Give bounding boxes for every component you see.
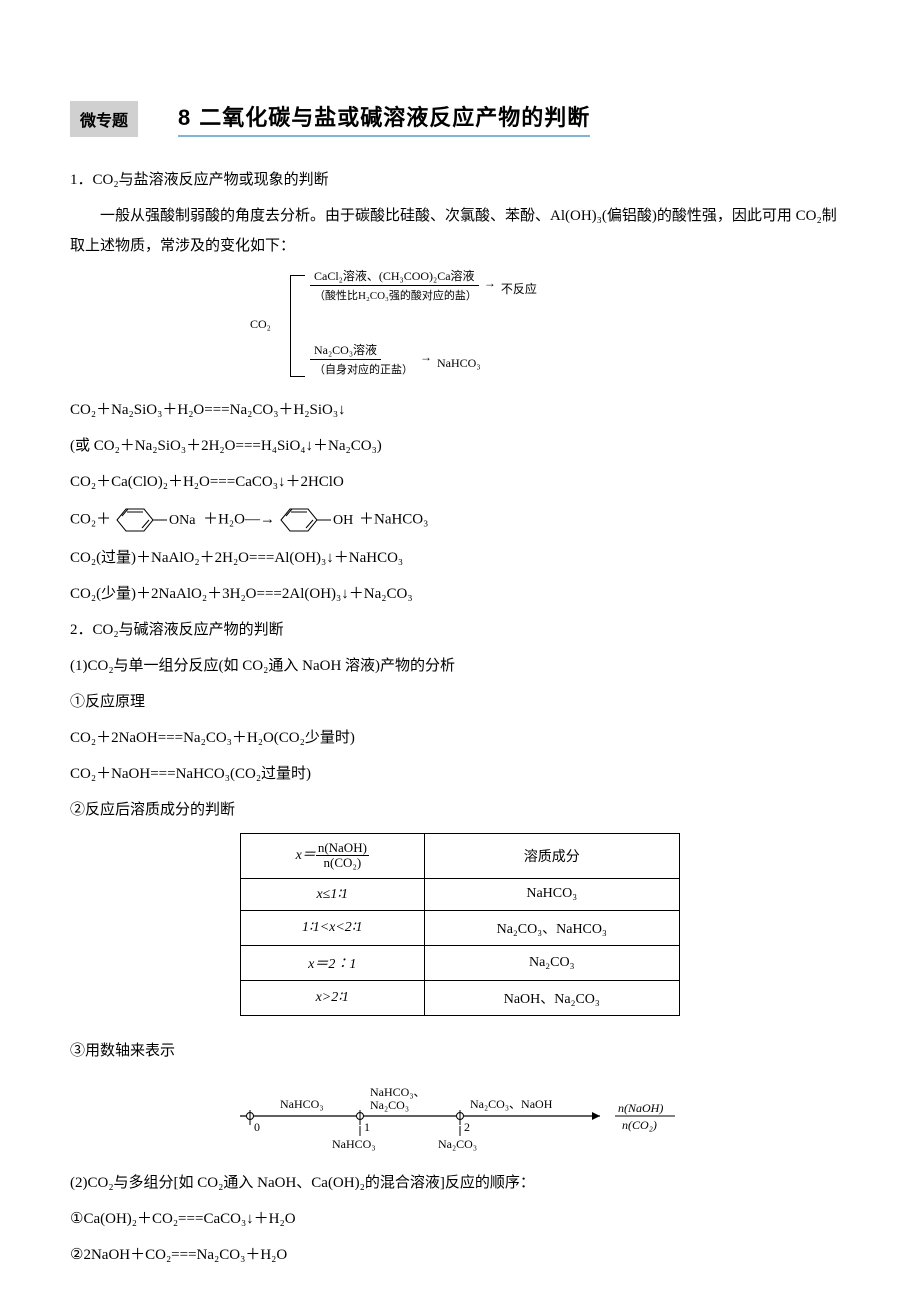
- section2-heading: 2．CO₂与碱溶液反应产物的判断: [70, 615, 850, 645]
- eq-part: CO₂＋: [70, 511, 111, 527]
- solute-table: x＝n(NaOH)n(CO₂) 溶质成分 x≤1∶1 NaHCO₃ 1∶1<x<…: [240, 833, 680, 1016]
- svg-text:NaHCO₃: NaHCO₃: [280, 1097, 324, 1111]
- branch-top-reagent: CaCl₂溶液、(CH₃COO)₂Ca溶液: [310, 267, 479, 286]
- frac-den: n(CO₂): [316, 856, 369, 870]
- title-text: 二氧化碳与盐或碱溶液反应产物的判断: [199, 105, 590, 130]
- equation: ②2NaOH＋CO₂===Na₂CO₃＋H₂O: [70, 1240, 850, 1270]
- frac-num: n(NaOH): [316, 841, 369, 856]
- section1-intro: 一般从强酸制弱酸的角度去分析。由于碳酸比硅酸、次氯酸、苯酚、Al(OH)₃(偏铝…: [70, 201, 850, 261]
- co2-branch-diagram: CO₂ CaCl₂溶液、(CH₃COO)₂Ca溶液 （酸性比H₂CO₃强的酸对应…: [250, 271, 670, 381]
- fraction: n(NaOH)n(CO₂): [316, 841, 369, 871]
- svg-text:NaHCO₃、: NaHCO₃、: [370, 1085, 426, 1099]
- number-axis: NaHCO₃ NaHCO₃、 Na₂CO₃ Na₂CO₃、NaOH 0 1 2 …: [230, 1076, 690, 1154]
- cell: x＝2∶1: [241, 945, 425, 980]
- cell: 1∶1<x<2∶1: [241, 910, 425, 945]
- svg-text:Na₂CO₃: Na₂CO₃: [438, 1137, 477, 1151]
- section2-p3: ②反应后溶质成分的判断: [70, 795, 850, 825]
- svg-text:Na₂CO₃: Na₂CO₃: [370, 1098, 409, 1112]
- title-number: 8: [178, 105, 191, 131]
- cell: NaHCO₃: [424, 878, 680, 910]
- equation: CO₂(少量)＋2NaAlO₂＋3H₂O===2Al(OH)₃↓＋Na₂CO₃: [70, 579, 850, 609]
- branch-top-result: 不反应: [501, 280, 537, 297]
- cell: Na₂CO₃: [424, 945, 680, 980]
- header: 微专题 8 二氧化碳与盐或碱溶液反应产物的判断: [70, 100, 850, 137]
- svg-text:n(NaOH): n(NaOH): [618, 1101, 663, 1115]
- bracket: [290, 275, 305, 377]
- phenyl-ona-icon: ONa: [111, 503, 203, 537]
- phenyl-oh-icon: OH: [275, 503, 359, 537]
- branch-bottom: Na₂CO₃溶液 （自身对应的正盐） → NaHCO₃: [310, 341, 670, 377]
- arrow-icon: →: [484, 276, 496, 291]
- svg-text:1: 1: [364, 1120, 370, 1134]
- table-row: x＝2∶1 Na₂CO₃: [241, 945, 680, 980]
- equation: CO₂＋2NaOH===Na₂CO₃＋H₂O(CO₂少量时): [70, 723, 850, 753]
- equation: (或 CO₂＋Na₂SiO₃＋2H₂O===H₄SiO₄↓＋Na₂CO₃): [70, 431, 850, 461]
- branch-bottom-reagent: Na₂CO₃溶液: [310, 341, 381, 360]
- table-row: x>2∶1 NaOH、Na₂CO₃: [241, 980, 680, 1015]
- equation: CO₂(过量)＋NaAlO₂＋2H₂O===Al(OH)₃↓＋NaHCO₃: [70, 543, 850, 573]
- cell: x>2∶1: [241, 980, 425, 1015]
- page-title: 8 二氧化碳与盐或碱溶液反应产物的判断: [178, 100, 590, 137]
- x-eq: x＝: [296, 848, 316, 863]
- svg-text:Na₂CO₃、NaOH: Na₂CO₃、NaOH: [470, 1097, 553, 1111]
- table-row: x＝n(NaOH)n(CO₂) 溶质成分: [241, 834, 680, 879]
- equation-phenol: CO₂＋ ONa ＋H₂O―→ OH ＋NaHCO₃: [70, 503, 850, 537]
- branch-bottom-result: NaHCO₃: [437, 356, 481, 371]
- section2-p1: (1)CO₂与单一组分反应(如 CO₂通入 NaOH 溶液)产物的分析: [70, 651, 850, 681]
- section2-p4: ③用数轴来表示: [70, 1036, 850, 1066]
- svg-text:2: 2: [464, 1120, 470, 1134]
- cell: NaOH、Na₂CO₃: [424, 980, 680, 1015]
- svg-text:ONa: ONa: [169, 513, 196, 528]
- equation: CO₂＋Na₂SiO₃＋H₂O===Na₂CO₃＋H₂SiO₃↓: [70, 395, 850, 425]
- table-header-ratio: x＝n(NaOH)n(CO₂): [241, 834, 425, 879]
- topic-badge: 微专题: [70, 101, 138, 137]
- arrow-icon: →: [420, 350, 432, 365]
- section2-p5: (2)CO₂与多组分[如 CO₂通入 NaOH、Ca(OH)₂的混合溶液]反应的…: [70, 1168, 850, 1198]
- equation: CO₂＋NaOH===NaHCO₃(CO₂过量时): [70, 759, 850, 789]
- svg-text:NaHCO₃: NaHCO₃: [332, 1137, 376, 1151]
- section1-heading: 1．CO₂与盐溶液反应产物或现象的判断: [70, 165, 850, 195]
- table-row: 1∶1<x<2∶1 Na₂CO₃、NaHCO₃: [241, 910, 680, 945]
- equation: CO₂＋Ca(ClO)₂＋H₂O===CaCO₃↓＋2HClO: [70, 467, 850, 497]
- svg-text:n(CO₂): n(CO₂): [622, 1118, 657, 1132]
- eq-part: ＋H₂O―→: [203, 511, 275, 527]
- branch-top-note: （酸性比H₂CO₃强的酸对应的盐）: [310, 286, 481, 303]
- branch-top: CaCl₂溶液、(CH₃COO)₂Ca溶液 （酸性比H₂CO₃强的酸对应的盐） …: [310, 267, 670, 303]
- svg-text:0: 0: [254, 1120, 260, 1134]
- svg-text:OH: OH: [333, 513, 353, 528]
- section2-p2: ①反应原理: [70, 687, 850, 717]
- diagram-root: CO₂: [250, 317, 271, 332]
- table-header-solute: 溶质成分: [424, 834, 680, 879]
- table-row: x≤1∶1 NaHCO₃: [241, 878, 680, 910]
- equation: ①Ca(OH)₂＋CO₂===CaCO₃↓＋H₂O: [70, 1204, 850, 1234]
- cell: x≤1∶1: [241, 878, 425, 910]
- cell: Na₂CO₃、NaHCO₃: [424, 910, 680, 945]
- branch-bottom-note: （自身对应的正盐）: [310, 360, 417, 377]
- eq-part: ＋NaHCO₃: [359, 511, 428, 527]
